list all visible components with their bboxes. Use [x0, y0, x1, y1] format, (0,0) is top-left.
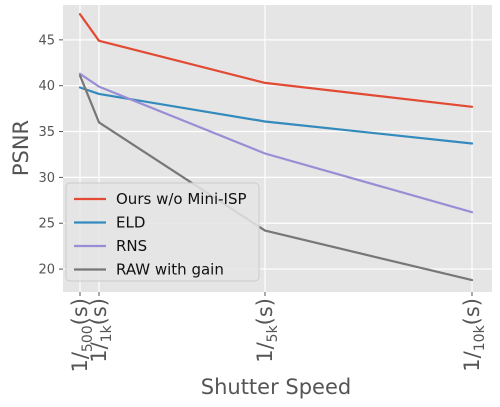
y-tick-label: 20: [38, 263, 55, 278]
series-line-3: [78, 74, 474, 282]
y-tick-label: 30: [38, 171, 55, 186]
y-tick-label: 25: [38, 217, 55, 232]
x-axis-title: Shutter Speed: [201, 375, 351, 399]
legend: Ours w/o Mini-ISP ELD RNS RAW with gain: [65, 182, 260, 282]
x-tick-labels: 1/500(s)1/1k(s) 1/5k(s) 1/10k(s): [68, 292, 488, 373]
x-tick-label: 1/5k(s): [253, 298, 281, 363]
grid-lines: [63, 5, 492, 292]
y-tick-label: 35: [38, 125, 55, 140]
series-lines: [78, 13, 474, 282]
x-tick-label: 1/1k(s): [87, 298, 115, 363]
legend-label: ELD: [116, 214, 145, 232]
y-tick-label: 40: [38, 79, 55, 94]
series-line-2: [78, 72, 474, 214]
series-line-1: [78, 86, 474, 145]
legend-label: Ours w/o Mini-ISP: [116, 190, 247, 208]
y-axis-title: PSNR: [9, 120, 33, 176]
legend-label: RAW with gain: [116, 261, 224, 279]
y-tick-labels: 20 25 30 35 40 45: [38, 33, 63, 278]
x-tick-label: 1/10k(s): [460, 298, 488, 372]
x-tick-label: 1/500(s): [68, 298, 96, 373]
series-line-0: [78, 13, 474, 108]
legend-label: RNS: [116, 237, 147, 255]
y-tick-label: 45: [38, 33, 55, 48]
legend-box: [65, 182, 260, 282]
